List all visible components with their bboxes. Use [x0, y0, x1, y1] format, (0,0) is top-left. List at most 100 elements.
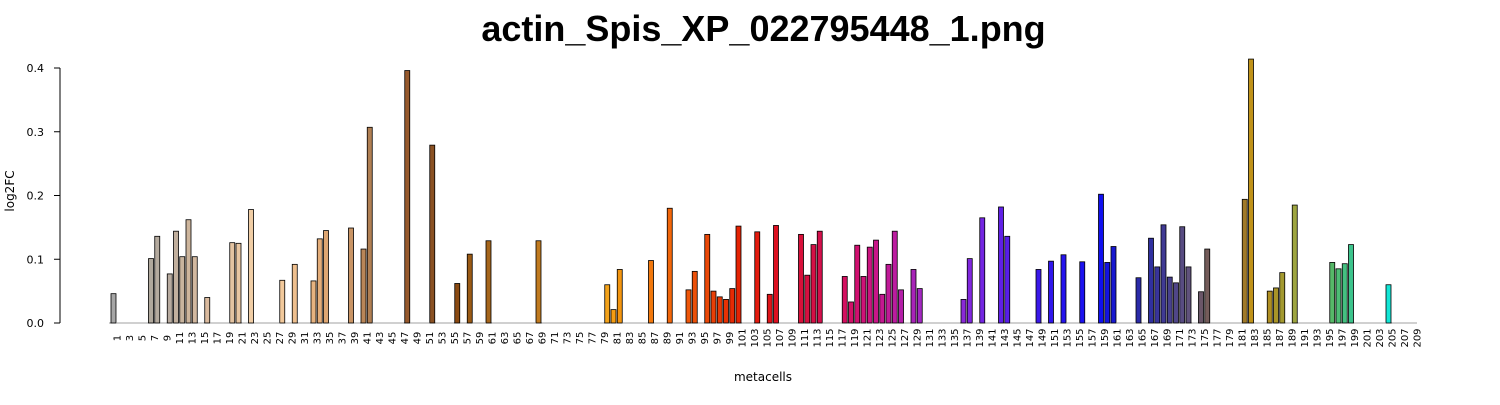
bar: [873, 239, 879, 324]
x-tick-label: 51: [425, 332, 436, 345]
bar: [898, 289, 904, 324]
bar: [366, 126, 373, 324]
x-tick-label: 155: [1075, 328, 1086, 347]
x-tick-label: 113: [813, 328, 824, 347]
bar: [616, 269, 623, 324]
x-tick-label: 31: [300, 332, 311, 345]
bar: [1035, 269, 1042, 324]
x-tick-label: 33: [313, 332, 324, 345]
x-tick-label: 17: [213, 332, 224, 345]
x-tick-label: 47: [400, 332, 411, 345]
x-tick-label: 27: [275, 332, 286, 345]
bar: [1241, 198, 1248, 324]
x-tick-label: 67: [525, 332, 536, 345]
bar: [179, 256, 186, 324]
y-tick-label: 0.4: [27, 62, 45, 75]
x-axis-label: metacells: [734, 370, 792, 384]
x-tick-label: 167: [1150, 328, 1161, 347]
bar: [1110, 246, 1117, 324]
bar: [323, 230, 329, 324]
x-tick-label: 179: [1225, 328, 1236, 347]
bars: [110, 58, 1392, 324]
x-tick-label: 153: [1063, 328, 1074, 347]
x-tick-label: 25: [263, 332, 274, 345]
bar: [879, 293, 886, 324]
x-tick-label: 105: [763, 328, 774, 347]
x-tick-label: 151: [1050, 328, 1061, 347]
x-tick-label: 55: [450, 332, 461, 345]
x-tick-label: 87: [650, 332, 661, 345]
x-tick-label: 69: [538, 332, 549, 345]
x-tick-label: 95: [700, 332, 711, 345]
bar: [1148, 237, 1154, 324]
x-tick-label: 141: [988, 328, 999, 347]
bar: [910, 269, 917, 324]
bar: [166, 273, 173, 324]
x-tick-label: 5: [138, 335, 149, 341]
bar: [960, 299, 967, 324]
x-tick-label: 79: [600, 332, 611, 345]
bar: [1198, 291, 1204, 324]
bar: [916, 288, 923, 324]
x-tick-label: 161: [1113, 328, 1124, 347]
bar: [1160, 224, 1167, 324]
x-tick-label: 3: [125, 335, 136, 341]
bar: [854, 244, 861, 324]
bar: [279, 279, 286, 324]
x-tick-label: 137: [963, 328, 974, 347]
x-tick-label: 169: [1163, 328, 1174, 347]
bar: [666, 207, 673, 324]
x-tick-label: 53: [438, 332, 449, 345]
x-tick-label: 99: [725, 332, 736, 345]
bar: [1291, 204, 1298, 324]
x-tick-label: 19: [225, 332, 236, 345]
bar: [185, 219, 192, 324]
x-tick-label: 121: [863, 328, 874, 347]
x-tick-label: 185: [1263, 328, 1274, 347]
x-tick-label: 115: [825, 328, 836, 347]
x-tick-label: 63: [500, 332, 511, 345]
bar: [1104, 262, 1111, 324]
bar: [1204, 248, 1211, 324]
x-tick-label: 201: [1363, 328, 1374, 347]
x-tick-label: 147: [1025, 328, 1036, 347]
bar: [235, 242, 242, 324]
x-tick-label: 15: [200, 332, 211, 345]
x-tick-label: 209: [1413, 328, 1424, 347]
x-tick-label: 205: [1388, 328, 1399, 347]
x-tick-label: 175: [1200, 328, 1211, 347]
x-tick-label: 195: [1325, 328, 1336, 347]
bar: [204, 297, 211, 324]
x-tick-label: 97: [713, 332, 724, 345]
bar: [1098, 193, 1104, 324]
x-tick-label: 207: [1400, 328, 1411, 347]
x-tick-label: 7: [150, 335, 161, 341]
bar: [429, 144, 436, 324]
x-tick-label: 35: [325, 332, 336, 345]
bar: [148, 258, 154, 324]
bar: [610, 309, 617, 324]
bar: [191, 256, 198, 324]
x-tick-label: 165: [1138, 328, 1149, 347]
bar: [1166, 276, 1173, 324]
y-tick-label: 0.0: [27, 317, 45, 330]
bar: [766, 293, 773, 324]
bar: [648, 260, 654, 324]
x-tick-label: 23: [250, 332, 261, 345]
x-tick-label: 123: [875, 328, 886, 347]
bar: [466, 253, 473, 324]
x-tick-label: 119: [850, 328, 861, 347]
bar: [1135, 277, 1142, 324]
x-tick-label: 49: [413, 332, 424, 345]
x-tick-label: 191: [1300, 328, 1311, 347]
bar: [291, 263, 298, 324]
x-tick-label: 43: [375, 332, 386, 345]
x-tick-label: 77: [588, 332, 599, 345]
x-tick-label: 103: [750, 328, 761, 347]
bar: [754, 231, 761, 324]
x-tick-label: 75: [575, 332, 586, 345]
x-tick-label: 101: [738, 328, 749, 347]
bar: [360, 248, 367, 324]
bar: [154, 235, 161, 324]
